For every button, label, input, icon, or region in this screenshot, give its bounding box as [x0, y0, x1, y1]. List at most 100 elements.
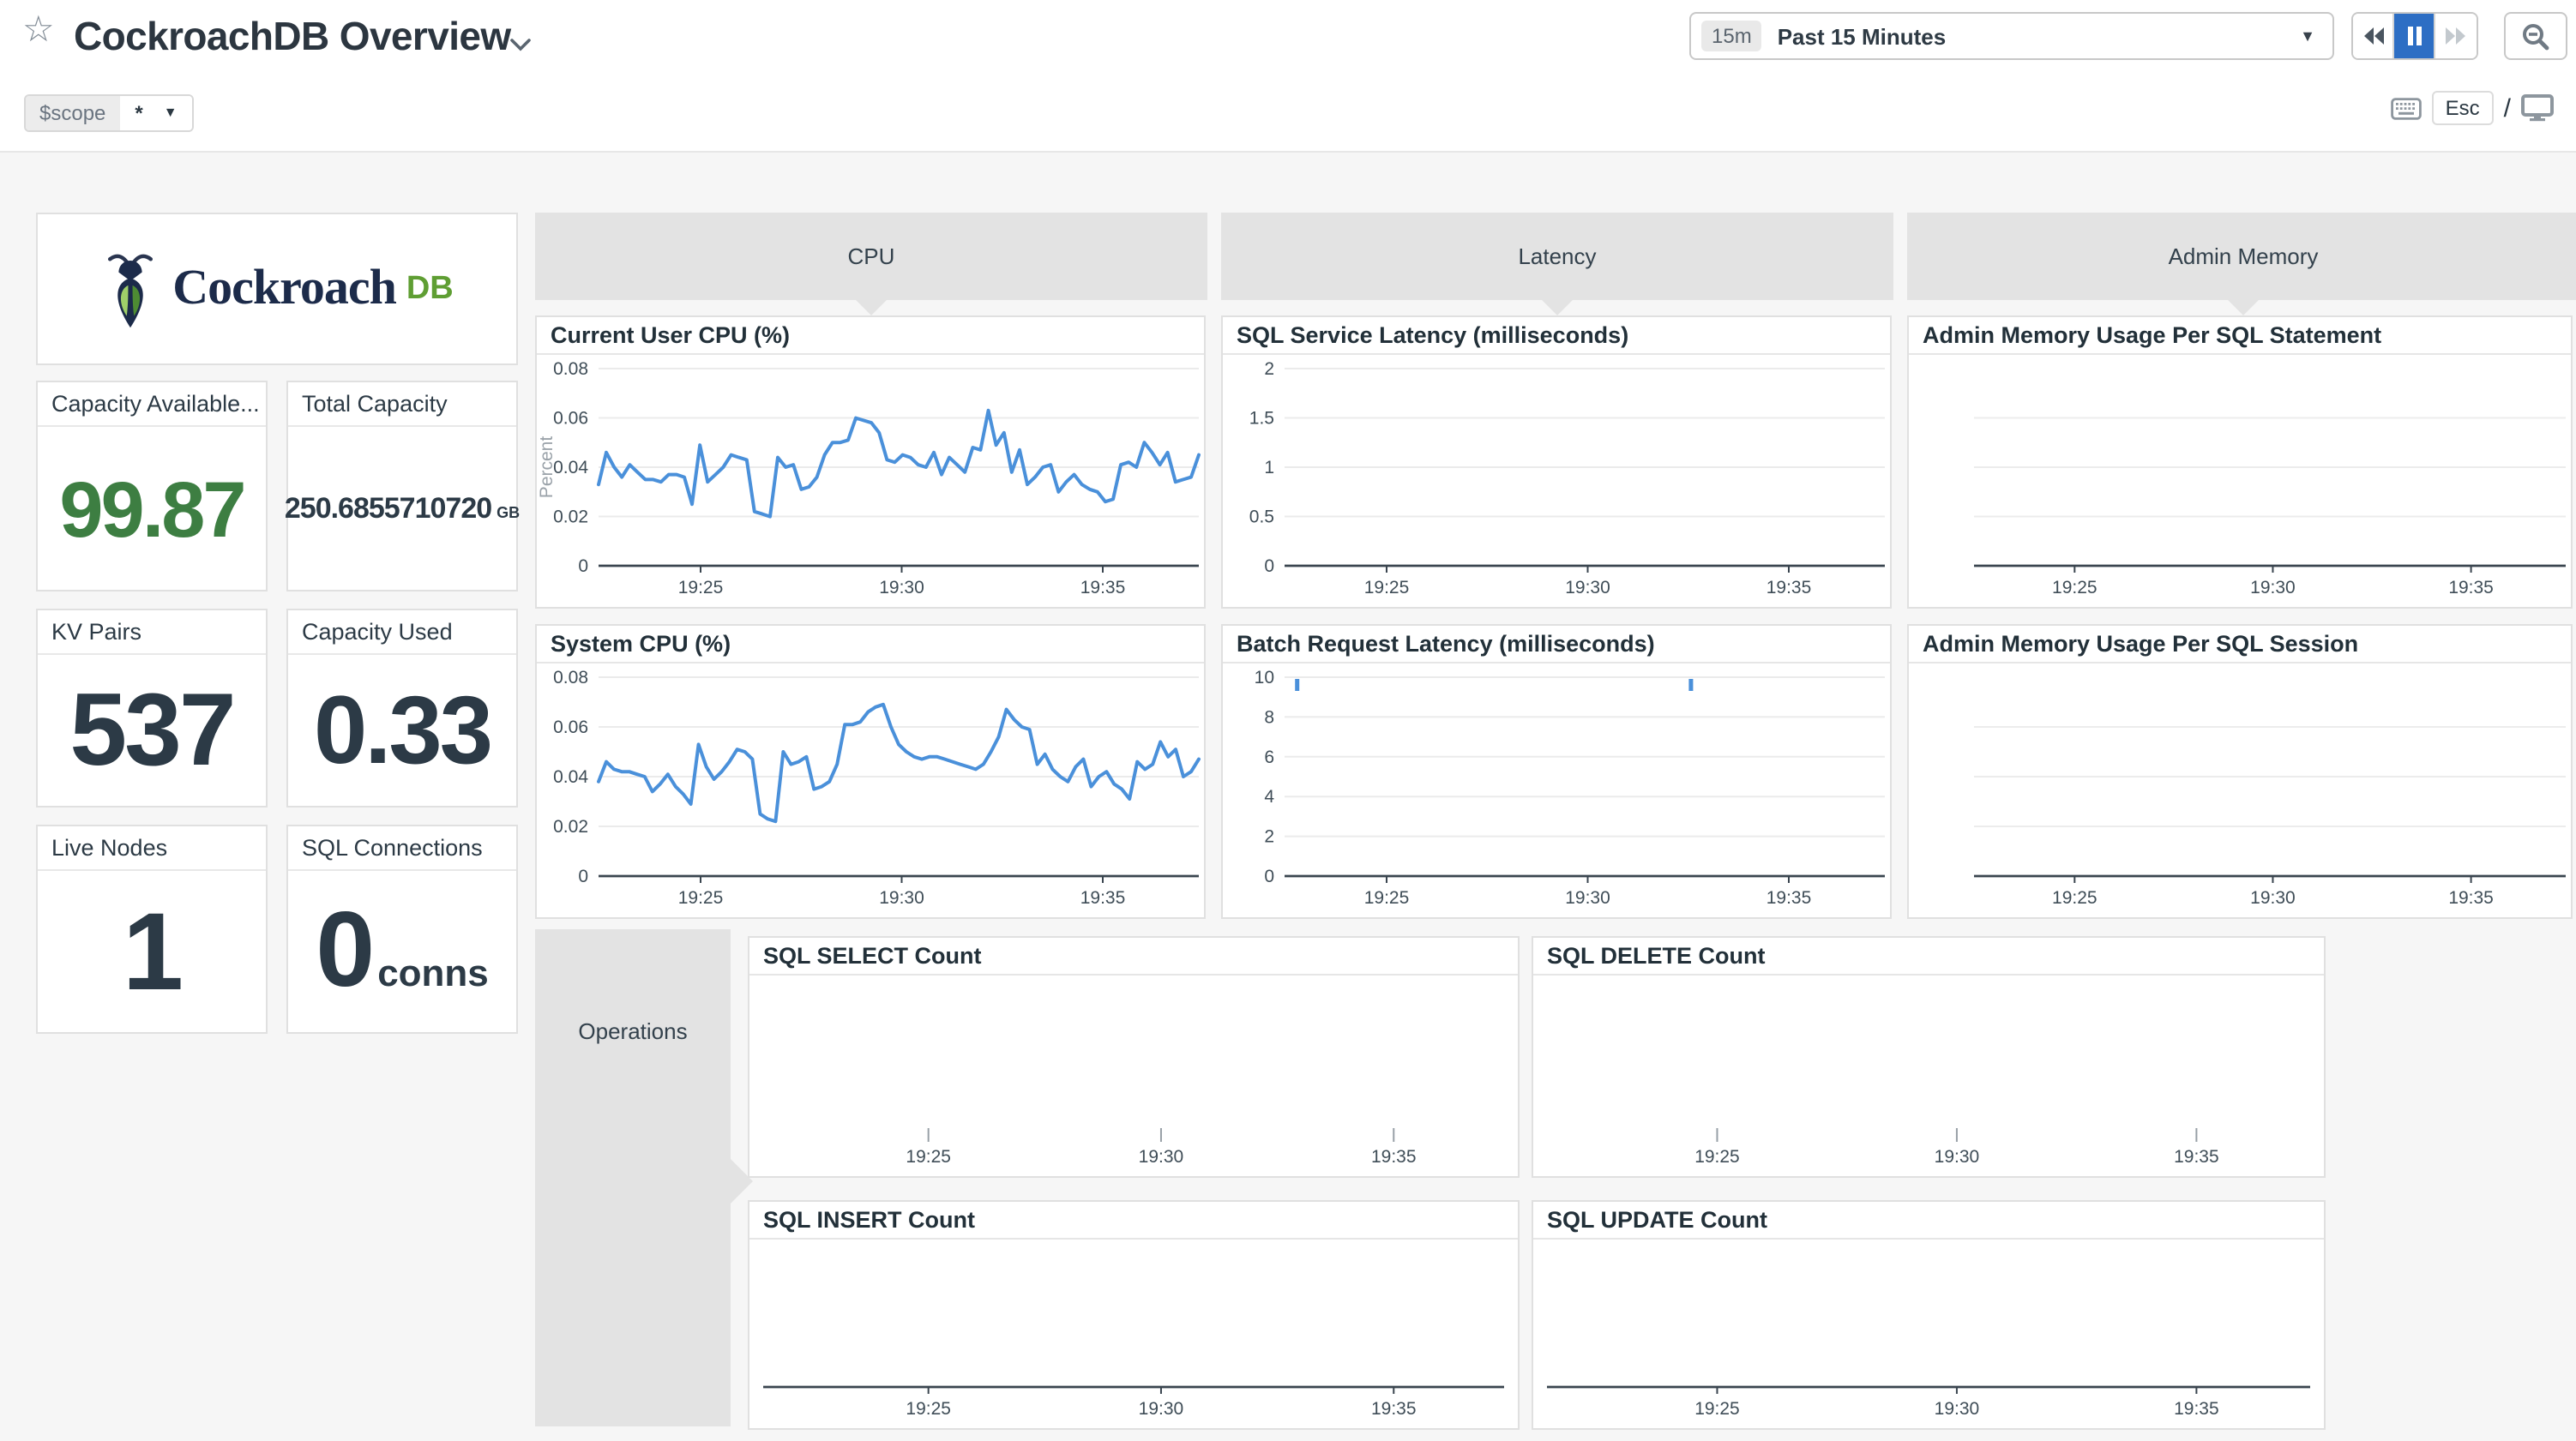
playback-controls: [2351, 12, 2478, 60]
svg-text:0.06: 0.06: [553, 409, 588, 429]
stat-capacity-used[interactable]: Capacity Used 0.33: [286, 609, 518, 808]
keyboard-hints: Esc /: [2390, 91, 2554, 125]
chart-current-user-cpu[interactable]: Current User CPU (%) 0 0.02 0.04 0.06 0.08 19…: [535, 315, 1206, 609]
svg-text:19:30: 19:30: [1935, 1399, 1980, 1419]
svg-text:Percent: Percent: [537, 436, 557, 499]
template-variable-scope[interactable]: $scope * ▼: [24, 94, 195, 132]
chart-plot[interactable]: 0 0.02 0.04 0.06 0.08 19:25 19:30 19:35: [537, 663, 1204, 917]
stat-kv-pairs[interactable]: KV Pairs 537: [36, 609, 268, 808]
chart-batch-request-latency[interactable]: Batch Request Latency (milliseconds) 0 2 4…: [1221, 624, 1892, 919]
chart-plot[interactable]: 0 0.5 1 1.5 2 19:25 19:30 19:35: [1223, 355, 1890, 607]
tv-mode-icon[interactable]: [2521, 94, 2554, 122]
svg-text:2: 2: [1264, 359, 1274, 379]
chart-title: SQL INSERT Count: [749, 1202, 1518, 1240]
pause-button[interactable]: [2394, 14, 2435, 58]
group-label: CPU: [847, 243, 895, 269]
stat-sql-connections[interactable]: SQL Connections 0 conns: [286, 825, 518, 1034]
chart-sql-insert-count[interactable]: SQL INSERT Count 19:25 19:30 19:35: [748, 1200, 1520, 1430]
svg-text:19:25: 19:25: [2052, 888, 2098, 908]
svg-text:19:35: 19:35: [1371, 1399, 1417, 1419]
chart-sql-service-latency[interactable]: SQL Service Latency (milliseconds) 0 0.5 1…: [1221, 315, 1892, 609]
stat-title: SQL Connections: [288, 826, 516, 871]
chart-title: System CPU (%): [537, 626, 1204, 663]
svg-text:19:25: 19:25: [678, 578, 724, 597]
rewind-button[interactable]: [2353, 14, 2394, 58]
svg-text:6: 6: [1264, 748, 1274, 767]
zoom-out-button[interactable]: [2504, 12, 2567, 60]
chart-sql-update-count[interactable]: SQL UPDATE Count 19:25 19:30 19:35: [1532, 1200, 2326, 1430]
stat-total-capacity[interactable]: Total Capacity 250.6855710720 GB: [284, 381, 521, 591]
group-header-latency[interactable]: Latency: [1221, 213, 1893, 300]
chart-sql-select-count[interactable]: SQL SELECT Count 19:25 19:30 19:35: [748, 936, 1520, 1178]
svg-text:19:25: 19:25: [1364, 888, 1410, 908]
svg-text:19:35: 19:35: [1080, 888, 1126, 908]
svg-text:19:35: 19:35: [2448, 578, 2494, 597]
svg-text:0: 0: [1264, 867, 1274, 886]
stat-value: 537: [69, 672, 236, 787]
stat-value: 0: [316, 892, 375, 1010]
fast-forward-button[interactable]: [2435, 14, 2477, 58]
svg-text:19:30: 19:30: [879, 888, 924, 908]
chart-plot[interactable]: 19:25 19:30 19:35: [1909, 663, 2571, 917]
chart-plot[interactable]: 19:25 19:30 19:35: [1909, 355, 2571, 607]
chart-admin-memory-session[interactable]: Admin Memory Usage Per SQL Session 19:25…: [1907, 624, 2573, 919]
stat-unit: GB: [497, 504, 521, 521]
logo-wordmark: Cockroach: [172, 261, 397, 315]
chart-title: Admin Memory Usage Per SQL Session: [1909, 626, 2571, 663]
chart-plot[interactable]: 0 0.02 0.04 0.06 0.08 19:25 19:30 19:35 Percent: [537, 355, 1204, 607]
scope-caret-icon: ▼: [163, 105, 178, 120]
group-header-cpu[interactable]: CPU: [535, 213, 1207, 300]
stat-capacity-available[interactable]: Capacity Available... 99.87: [36, 381, 268, 591]
group-header-admin-memory[interactable]: Admin Memory: [1907, 213, 2576, 300]
chart-plot[interactable]: 19:25 19:30 19:35: [1533, 976, 2324, 1176]
scope-variable-value[interactable]: * ▼: [119, 96, 193, 130]
time-range-selector[interactable]: 15m Past 15 Minutes ▼: [1689, 12, 2334, 60]
chart-sql-delete-count[interactable]: SQL DELETE Count 19:25 19:30 19:35: [1532, 936, 2326, 1178]
magnifier-minus-icon: [2523, 23, 2549, 50]
svg-text:19:25: 19:25: [906, 1147, 951, 1167]
svg-text:19:35: 19:35: [2448, 888, 2494, 908]
stat-title: Total Capacity: [288, 382, 516, 427]
scope-value-text: *: [135, 101, 143, 125]
stat-value: 99.87: [59, 464, 246, 553]
chart-plot[interactable]: 19:25 19:30 19:35: [749, 976, 1518, 1176]
group-header-operations[interactable]: Operations: [535, 929, 731, 1426]
chart-system-cpu[interactable]: System CPU (%) 0 0.02 0.04 0.06 0.08 19:25 19:…: [535, 624, 1206, 919]
svg-text:4: 4: [1264, 787, 1274, 807]
group-notch-latency: [1542, 300, 1573, 315]
svg-text:0.5: 0.5: [1249, 507, 1274, 527]
chart-title: SQL Service Latency (milliseconds): [1223, 317, 1890, 355]
chart-title: SQL UPDATE Count: [1533, 1202, 2324, 1240]
stat-title: Capacity Available...: [38, 382, 266, 427]
chart-plot[interactable]: 19:25 19:30 19:35: [1533, 1240, 2324, 1428]
stat-live-nodes[interactable]: Live Nodes 1: [36, 825, 268, 1034]
svg-text:19:30: 19:30: [2250, 578, 2296, 597]
cockroachdb-logo-card: Cockroach DB: [36, 213, 518, 365]
chart-title: Current User CPU (%): [537, 317, 1204, 355]
svg-text:19:35: 19:35: [1766, 578, 1812, 597]
scope-variable-name: $scope: [26, 96, 120, 130]
slash-separator: /: [2503, 93, 2511, 123]
title-chevron-down-icon[interactable]: [509, 29, 532, 60]
stat-unit: conns: [377, 952, 489, 994]
esc-key[interactable]: Esc: [2431, 91, 2494, 125]
chart-plot[interactable]: 19:25 19:30 19:35: [749, 1240, 1518, 1428]
stat-title: Capacity Used: [288, 610, 516, 655]
group-label: Latency: [1518, 243, 1597, 269]
stat-value: 250.6855710720: [284, 492, 492, 525]
time-range-badge: 15m: [1701, 21, 1762, 51]
svg-text:0.08: 0.08: [553, 668, 588, 687]
svg-text:1: 1: [1264, 458, 1274, 477]
svg-text:0.04: 0.04: [553, 767, 588, 787]
group-notch-cpu: [856, 300, 887, 315]
favorite-star-icon[interactable]: ☆: [22, 10, 55, 50]
time-range-caret-icon: ▼: [2300, 27, 2315, 45]
svg-text:0.02: 0.02: [553, 817, 588, 837]
svg-text:0.04: 0.04: [553, 458, 588, 477]
svg-text:8: 8: [1264, 707, 1274, 727]
svg-text:19:30: 19:30: [2250, 888, 2296, 908]
chart-plot[interactable]: 0 2 4 6 8 10 19:25 19:30 19:35: [1223, 663, 1890, 917]
stat-value: 1: [122, 890, 184, 1013]
chart-admin-memory-statement[interactable]: Admin Memory Usage Per SQL Statement 19:…: [1907, 315, 2573, 609]
